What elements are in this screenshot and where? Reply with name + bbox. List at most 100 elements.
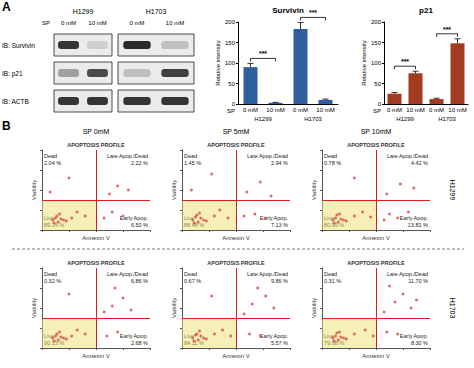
svg-text:1.45 %: 1.45 % xyxy=(184,160,201,166)
svg-text:4.42 %: 4.42 % xyxy=(411,160,428,166)
svg-text:0 mM: 0 mM xyxy=(130,20,145,26)
svg-text:Late Apop./Dead: Late Apop./Dead xyxy=(387,271,428,277)
svg-text:APOPTOSIS PROFILE: APOPTOSIS PROFILE xyxy=(67,260,125,266)
svg-text:Survivin: Survivin xyxy=(272,6,304,15)
svg-text:200: 200 xyxy=(371,19,382,25)
svg-text:APOPTOSIS PROFILE: APOPTOSIS PROFILE xyxy=(207,142,265,148)
svg-text:H1299: H1299 xyxy=(396,116,414,122)
svg-text:A: A xyxy=(2,0,11,14)
svg-text:10 mM: 10 mM xyxy=(316,107,334,113)
svg-text:0: 0 xyxy=(232,101,236,107)
svg-text:Dead: Dead xyxy=(324,271,337,277)
svg-text:Annexin V: Annexin V xyxy=(82,235,109,241)
svg-text:0: 0 xyxy=(378,101,382,107)
svg-text:Annexin V: Annexin V xyxy=(362,235,389,241)
svg-text:10 mM: 10 mM xyxy=(166,20,184,26)
svg-text:Late Apop./Dead: Late Apop./Dead xyxy=(107,153,148,159)
svg-text:0.31 %: 0.31 % xyxy=(324,278,341,284)
svg-text:100: 100 xyxy=(225,60,236,66)
svg-text:Early Apop.: Early Apop. xyxy=(400,333,429,339)
svg-text:Late Apop./Dead: Late Apop./Dead xyxy=(247,271,288,277)
svg-text:B: B xyxy=(2,119,11,133)
svg-text:SP 10mM: SP 10mM xyxy=(361,128,392,135)
svg-text:7.13 %: 7.13 % xyxy=(271,222,288,228)
svg-text:10 mM: 10 mM xyxy=(266,107,284,113)
svg-text:13.81 %: 13.81 % xyxy=(408,222,428,228)
svg-text:H1299: H1299 xyxy=(73,8,94,15)
svg-text:0 mM: 0 mM xyxy=(293,107,308,113)
svg-text:0.67 %: 0.67 % xyxy=(184,278,201,284)
svg-text:0 mM: 0 mM xyxy=(61,20,76,26)
svg-text:APOPTOSIS PROFILE: APOPTOSIS PROFILE xyxy=(347,142,405,148)
svg-text:Dead: Dead xyxy=(184,271,197,277)
svg-text:H1299: H1299 xyxy=(449,180,456,201)
svg-text:0 mM: 0 mM xyxy=(243,107,258,113)
svg-text:Viability: Viability xyxy=(311,180,317,201)
svg-text:50: 50 xyxy=(374,81,381,87)
svg-text:Early Apop.: Early Apop. xyxy=(260,333,289,339)
svg-text:Viability: Viability xyxy=(31,180,37,201)
svg-text:SP: SP xyxy=(42,20,50,26)
svg-text:Viability: Viability xyxy=(171,180,177,201)
svg-text:***: *** xyxy=(443,26,451,33)
svg-text:H1703: H1703 xyxy=(438,116,456,122)
svg-text:p21: p21 xyxy=(419,6,433,15)
svg-text:IB: Survivin: IB: Survivin xyxy=(2,42,35,49)
svg-text:Early Apop.: Early Apop. xyxy=(260,215,289,221)
svg-text:2.22 %: 2.22 % xyxy=(131,160,148,166)
svg-text:150: 150 xyxy=(225,40,236,46)
svg-text:Early Apop.: Early Apop. xyxy=(400,215,429,221)
svg-text:APOPTOSIS PROFILE: APOPTOSIS PROFILE xyxy=(67,142,125,148)
svg-text:6.50 %: 6.50 % xyxy=(131,222,148,228)
svg-text:SP 0mM: SP 0mM xyxy=(83,128,110,135)
svg-text:H1299: H1299 xyxy=(254,116,272,122)
svg-text:Late Apop./Dead: Late Apop./Dead xyxy=(387,153,428,159)
svg-text:2.68 %: 2.68 % xyxy=(131,340,148,346)
svg-text:0.78 %: 0.78 % xyxy=(324,160,341,166)
svg-text:***: *** xyxy=(259,50,267,57)
svg-text:Annexin V: Annexin V xyxy=(222,353,249,359)
svg-text:2.04 %: 2.04 % xyxy=(44,160,61,166)
svg-text:Annexin V: Annexin V xyxy=(222,235,249,241)
svg-text:***: *** xyxy=(401,58,409,65)
svg-text:6.86 %: 6.86 % xyxy=(131,278,148,284)
svg-text:50: 50 xyxy=(228,81,235,87)
svg-text:H1703: H1703 xyxy=(146,8,167,15)
svg-text:IB: p21: IB: p21 xyxy=(2,70,23,78)
svg-text:Annexin V: Annexin V xyxy=(82,353,109,359)
svg-text:10 mM: 10 mM xyxy=(448,107,466,113)
svg-text:Early Apop.: Early Apop. xyxy=(120,333,149,339)
svg-text:SP: SP xyxy=(227,108,235,114)
svg-text:Dead: Dead xyxy=(44,153,57,159)
svg-text:Viability: Viability xyxy=(171,298,177,319)
svg-text:100: 100 xyxy=(371,60,382,66)
svg-text:Dead: Dead xyxy=(324,153,337,159)
svg-text:Relative intensity: Relative intensity xyxy=(361,40,367,85)
svg-text:0 mM: 0 mM xyxy=(387,107,402,113)
svg-text:200: 200 xyxy=(225,19,236,25)
svg-text:IB: ACTB: IB: ACTB xyxy=(2,98,29,105)
svg-text:10 mM: 10 mM xyxy=(406,107,424,113)
svg-text:APOPTOSIS PROFILE: APOPTOSIS PROFILE xyxy=(207,260,265,266)
svg-text:Viability: Viability xyxy=(31,298,37,319)
svg-text:0 mM: 0 mM xyxy=(429,107,444,113)
svg-text:Late Apop./Dead: Late Apop./Dead xyxy=(247,153,288,159)
svg-text:9.86 %: 9.86 % xyxy=(271,278,288,284)
svg-text:Relative intensity: Relative intensity xyxy=(215,40,221,85)
svg-text:H1703: H1703 xyxy=(304,116,322,122)
svg-text:5.57 %: 5.57 % xyxy=(271,340,288,346)
svg-text:8.30 %: 8.30 % xyxy=(411,340,428,346)
svg-text:Early Apop.: Early Apop. xyxy=(120,215,149,221)
svg-text:H1703: H1703 xyxy=(449,298,456,319)
svg-text:SP 5mM: SP 5mM xyxy=(223,128,250,135)
svg-text:***: *** xyxy=(309,9,317,16)
svg-text:10 mM: 10 mM xyxy=(88,20,106,26)
svg-text:APOPTOSIS PROFILE: APOPTOSIS PROFILE xyxy=(347,260,405,266)
svg-text:11.70 %: 11.70 % xyxy=(408,278,428,284)
svg-text:Dead: Dead xyxy=(44,271,57,277)
svg-text:0.32 %: 0.32 % xyxy=(44,278,61,284)
svg-text:2.94 %: 2.94 % xyxy=(271,160,288,166)
svg-text:SP: SP xyxy=(373,108,381,114)
svg-text:Late Apop./Dead: Late Apop./Dead xyxy=(107,271,148,277)
svg-text:150: 150 xyxy=(371,40,382,46)
